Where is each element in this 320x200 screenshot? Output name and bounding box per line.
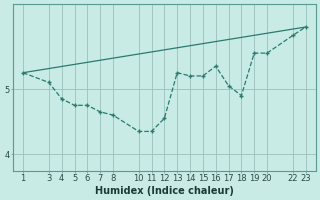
X-axis label: Humidex (Indice chaleur): Humidex (Indice chaleur) — [95, 186, 234, 196]
